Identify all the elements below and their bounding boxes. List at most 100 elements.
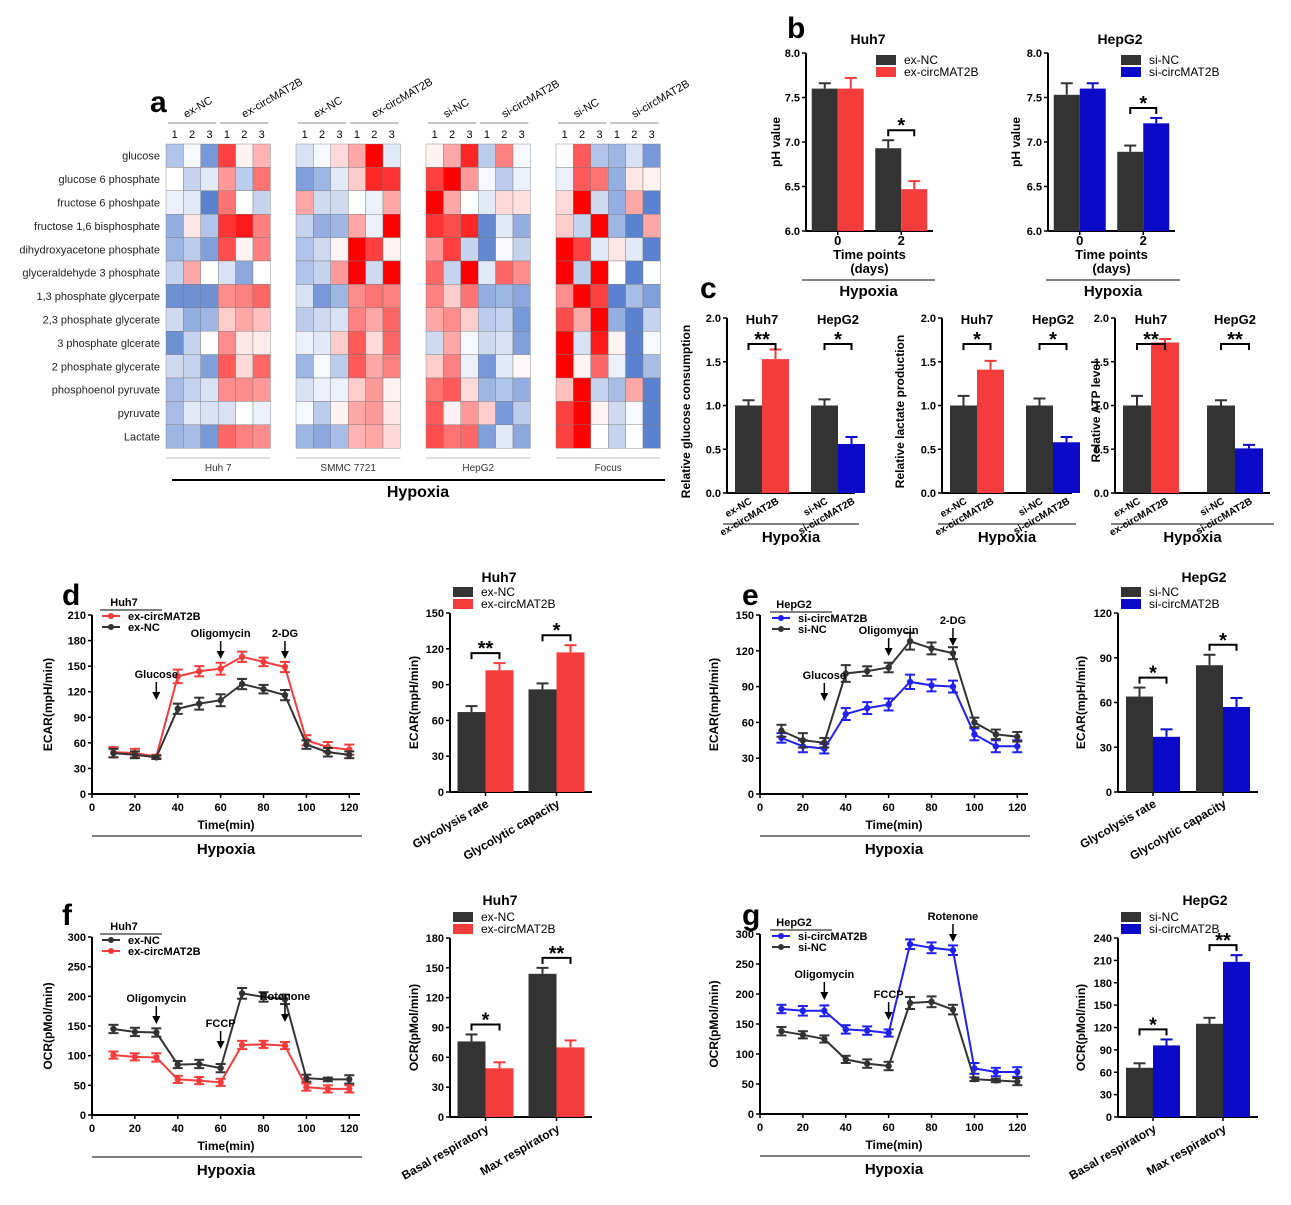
heatmap-cell: [495, 260, 514, 285]
heatmap-cell: [495, 401, 514, 425]
y-tick-label: 1.5: [921, 357, 936, 369]
data-point: [971, 719, 978, 726]
heatmap-cell: [330, 331, 349, 355]
bar: [1207, 405, 1235, 493]
bar: [1053, 442, 1080, 493]
heatmap-cell: [295, 377, 314, 402]
heatmap-cell: [365, 331, 384, 355]
y-axis-label: ECAR(mpH/min): [707, 658, 721, 751]
heatmap-row-label: 1,3 phosphate glycerpate: [36, 291, 160, 303]
bar: [485, 1068, 514, 1117]
heatmap-replicate-label: 1: [562, 129, 568, 141]
heatmap-replicate-label: 3: [259, 129, 265, 141]
x-tick-label: 60: [883, 1122, 895, 1134]
x-tick-label: 0: [757, 1122, 763, 1134]
heatmap-cell: [200, 331, 219, 355]
significance-label: **: [754, 329, 770, 351]
heatmap-cell: [217, 401, 236, 425]
bar: [811, 88, 838, 231]
heatmap-cell: [642, 284, 661, 308]
heatmap-cell: [642, 424, 661, 449]
heatmap-replicate-label: 3: [206, 129, 212, 141]
heatmap-cell: [235, 167, 254, 191]
hypoxia-label: Hypoxia: [865, 1161, 924, 1178]
heatmap-cell: [313, 237, 331, 262]
heatmap-cell: [235, 424, 254, 449]
heatmap-cell: [478, 331, 496, 355]
heatmap-cell: [165, 190, 184, 215]
x-axis-label: Time points: [833, 247, 906, 262]
panel-label-c: c: [700, 272, 717, 305]
heatmap-cell: [478, 143, 496, 168]
data-point: [217, 665, 224, 672]
data-point: [992, 1068, 1000, 1076]
legend-label: si-NC: [1149, 585, 1179, 599]
significance-label: *: [973, 329, 981, 351]
y-tick-label: 120: [426, 644, 444, 656]
data-point: [799, 1007, 807, 1014]
heatmap-row-label: pyruvate: [118, 408, 160, 420]
heatmap-cell: [443, 377, 461, 402]
y-axis-label: Relative glucose consumption: [679, 325, 693, 498]
y-tick-label: 150: [1094, 1000, 1112, 1012]
heatmap-cell: [460, 237, 479, 262]
heatmap-cell: [625, 167, 644, 191]
heatmap-cell: [365, 424, 384, 449]
heatmap-cell: [590, 237, 609, 262]
heatmap-cell: [330, 284, 349, 308]
data-point: [346, 751, 353, 758]
bar: [838, 444, 865, 493]
x-tick-label: Max respiratory: [1144, 1121, 1229, 1178]
y-tick-label: 50: [74, 1080, 86, 1092]
heatmap-cell: [573, 213, 592, 238]
data-point: [885, 1062, 892, 1070]
x-tick-label: 120: [340, 802, 358, 814]
heatmap-cell: [590, 143, 609, 168]
x-axis-label: (days): [850, 261, 888, 276]
y-tick-label: 1.0: [921, 401, 936, 413]
heatmap-row-label: glucose 6 phosphate: [58, 174, 160, 186]
heatmap-cell: [295, 190, 314, 215]
heatmap-cell: [365, 401, 384, 425]
data-point: [303, 1083, 310, 1091]
heatmap-cell: [443, 307, 461, 332]
x-tick-label: 40: [172, 802, 184, 814]
heatmap-cell: [443, 284, 461, 308]
data-point: [260, 685, 267, 693]
legend-label: ex-NC: [128, 622, 160, 634]
y-tick-label: 120: [68, 687, 86, 699]
heatmap-cell: [590, 190, 609, 215]
heatmap-cell: [608, 190, 626, 215]
heatmap-cell: [495, 284, 514, 308]
legend-label: si-circMAT2B: [1149, 597, 1219, 611]
legend-marker: [778, 615, 784, 621]
heatmap-cell: [295, 167, 314, 191]
heatmap-cell: [478, 167, 496, 191]
significance-bracket: [1129, 106, 1158, 114]
panel-label-g: g: [742, 899, 760, 932]
heatmap-replicate-label: 1: [354, 129, 360, 141]
heatmap-cell: [382, 377, 401, 402]
data-point: [153, 1054, 160, 1061]
heatmap-cell: [460, 307, 479, 332]
series-line: [781, 1000, 1018, 1083]
significance-label: **: [478, 638, 494, 660]
data-point: [842, 710, 849, 718]
heatmap-cell: [590, 307, 609, 332]
bar: [1026, 405, 1053, 493]
heatmap-cell: [590, 331, 609, 355]
heatmap-cell: [608, 307, 626, 332]
data-point: [260, 1041, 267, 1048]
heatmap-cell: [642, 237, 661, 262]
heatmap-cell: [555, 143, 574, 168]
hypoxia-label: Hypoxia: [762, 529, 821, 546]
heatmap-cell: [365, 307, 384, 332]
y-tick-label: 120: [1094, 608, 1112, 620]
heatmap-cell: [608, 401, 626, 425]
data-point: [174, 1061, 181, 1068]
heatmap-cell: [425, 307, 444, 332]
significance-bracket: [1208, 643, 1238, 651]
heatmap-cell: [217, 377, 236, 402]
heatmap-cell: [460, 377, 479, 402]
